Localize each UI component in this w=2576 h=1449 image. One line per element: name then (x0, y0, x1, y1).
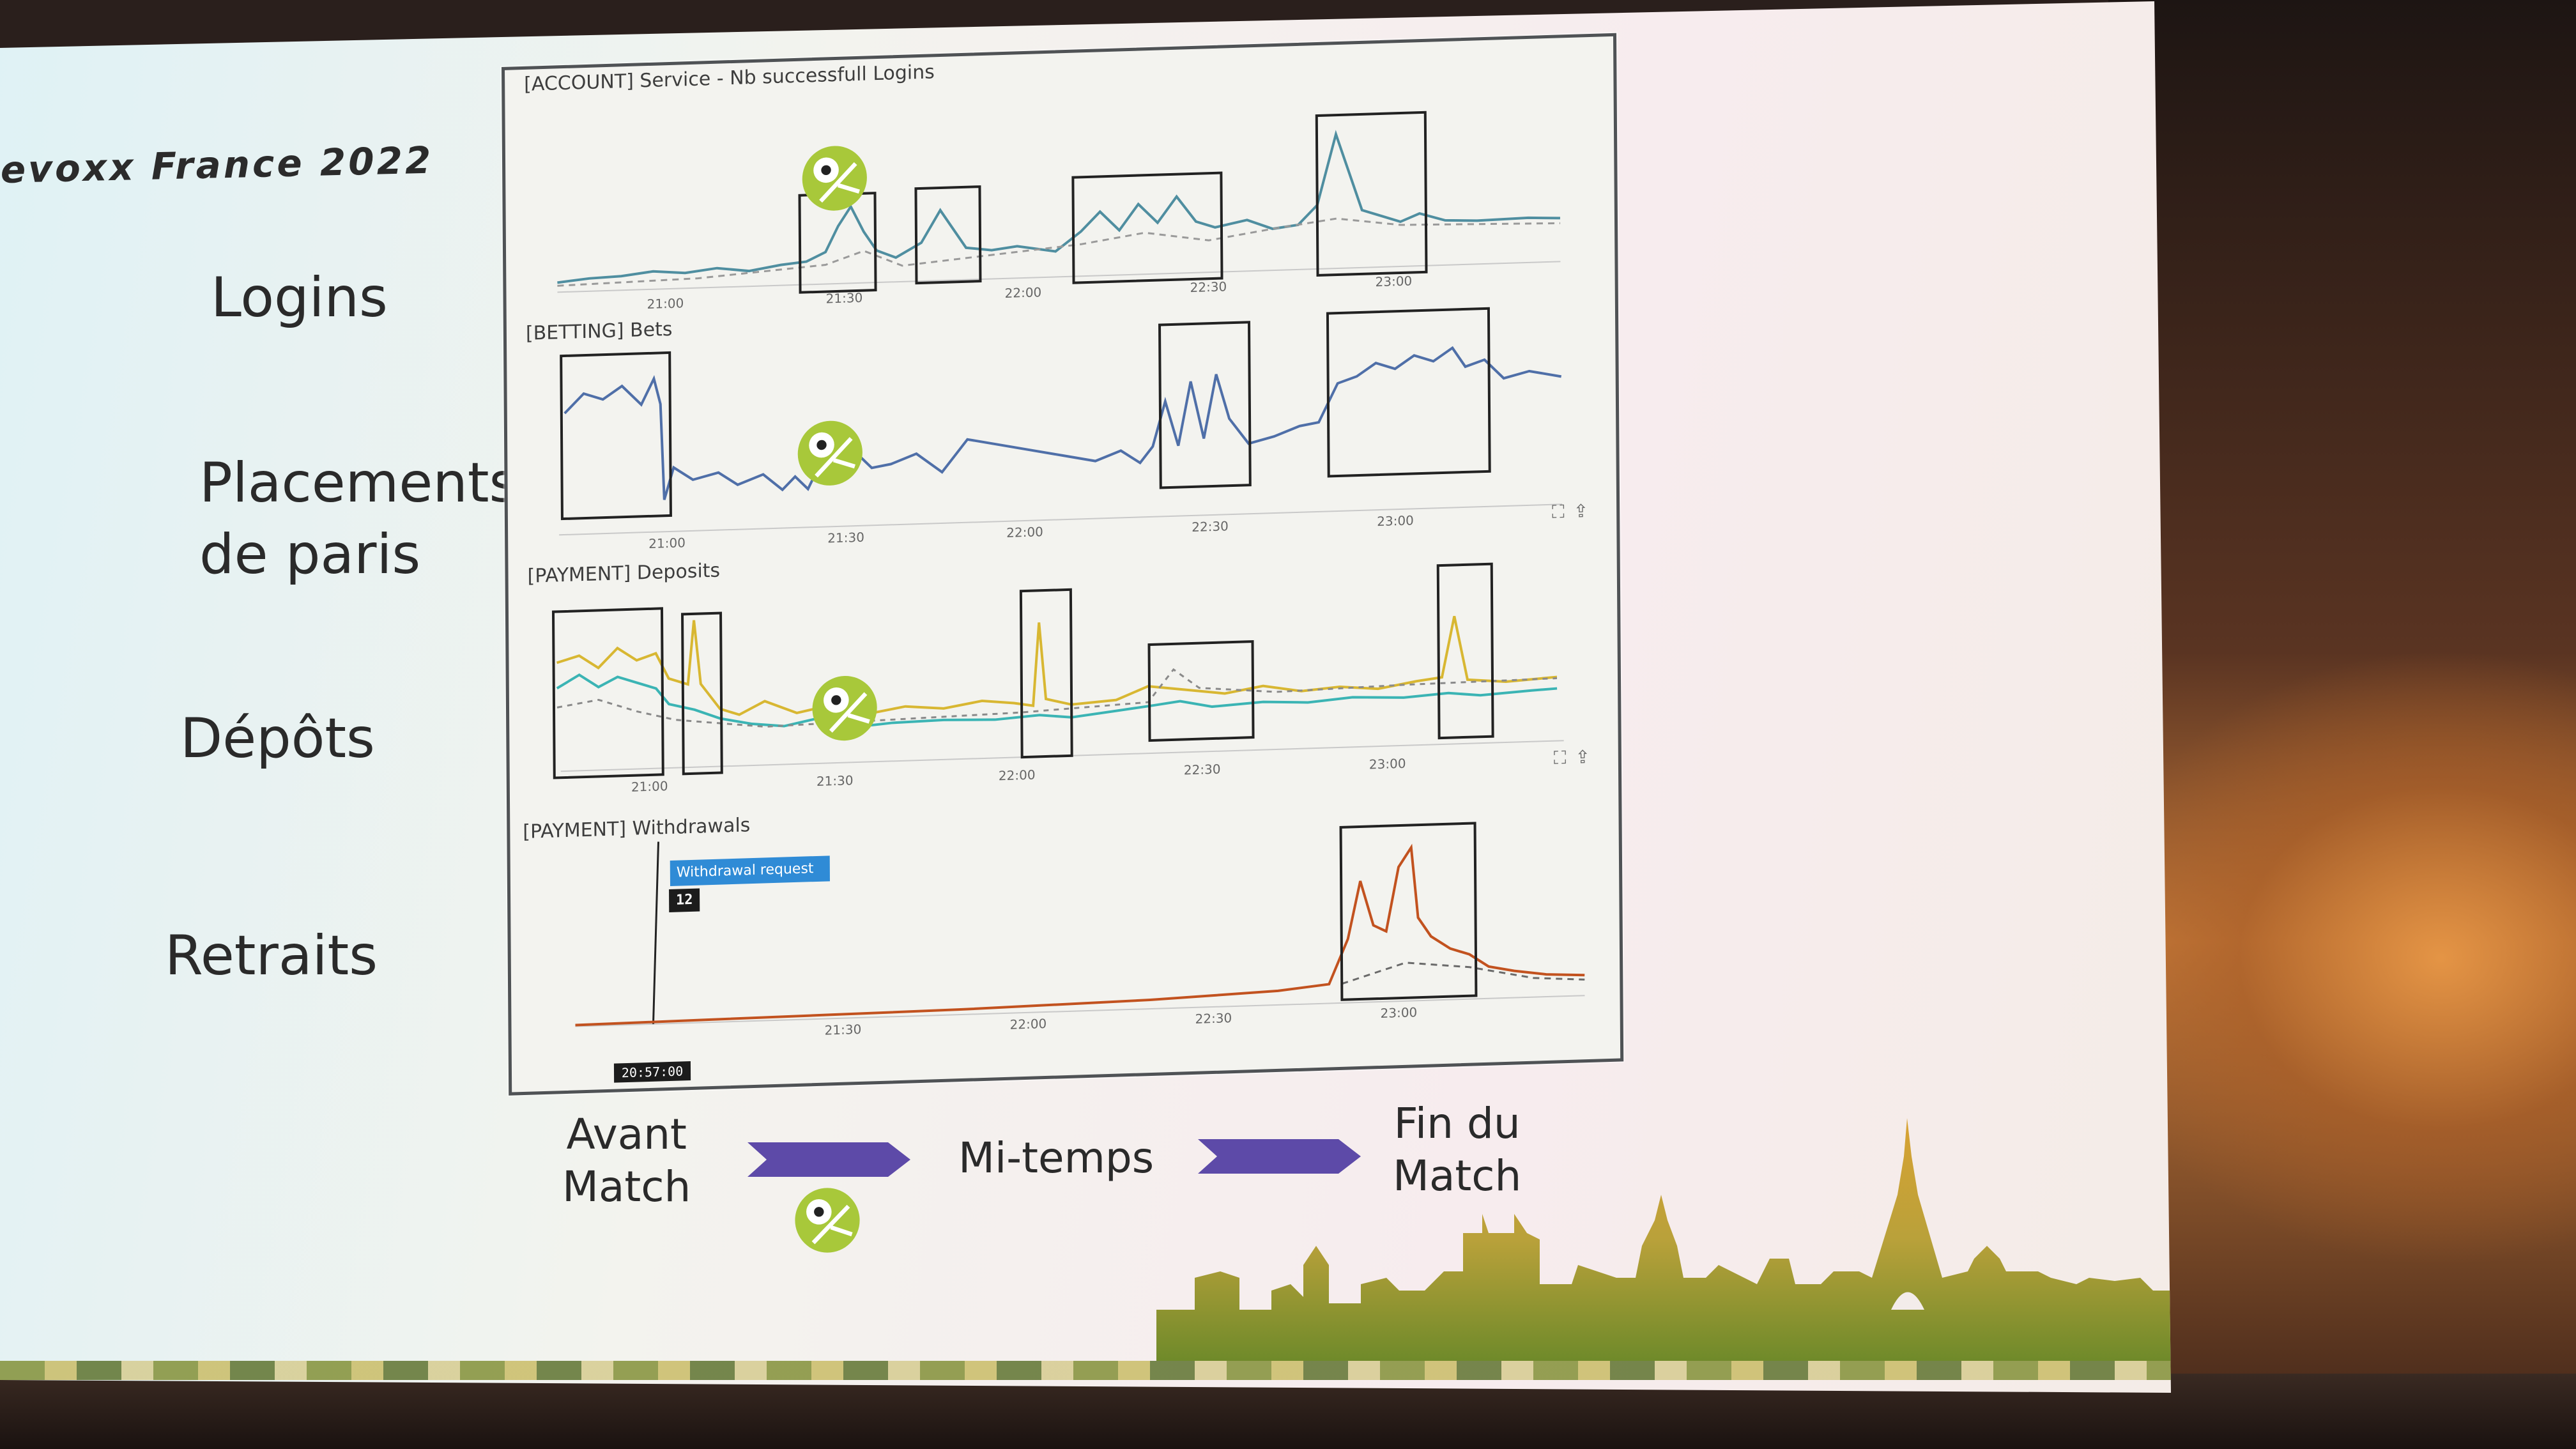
chart-bets: [BETTING] Bets 21:00 21:30 22:00 22:30 2… (507, 286, 1617, 562)
tick: 21:30 (826, 290, 863, 307)
tick: 23:00 (1376, 273, 1413, 289)
ticks-bets: 21:00 21:30 22:00 22:30 23:00 (648, 512, 1414, 551)
chart-logins-plot: 21:00 21:30 22:00 22:30 23:00 (557, 111, 1561, 312)
tick: 21:30 (825, 1022, 862, 1038)
arrow-icon (1198, 1139, 1361, 1174)
soccer-ball-icon (795, 1188, 860, 1253)
tick: 21:30 (816, 772, 854, 789)
label-deposits: Dépôts (180, 707, 375, 770)
share-icon[interactable]: ⇪ (1575, 746, 1599, 768)
tick: 22:30 (1184, 762, 1221, 778)
tick: 21:00 (648, 535, 686, 551)
tick: 22:00 (1005, 284, 1042, 301)
soccer-ball-icon (802, 146, 867, 211)
annotation-time-badge: 20:57:00 (613, 1061, 691, 1083)
arrow-icon (747, 1142, 910, 1177)
tick: 22:00 (999, 767, 1036, 784)
tick: 22:00 (1006, 524, 1043, 540)
tick: 23:00 (1381, 1004, 1418, 1021)
chart-logins: [ACCOUNT] Service - Nb successfull Login… (505, 36, 1615, 326)
tick: 21:00 (647, 295, 684, 312)
annotation-marker-line (652, 841, 660, 1024)
tick: 21:30 (827, 530, 864, 546)
tick: 22:00 (1010, 1016, 1047, 1032)
chart-bets-plot: 21:00 21:30 22:00 22:30 23:00 (559, 307, 1563, 551)
tick: 21:00 (631, 778, 668, 795)
label-bets: Placements de paris (199, 451, 518, 586)
annotation-count-badge: 12 (669, 888, 700, 913)
conference-title: evoxx France 2022 (0, 138, 434, 192)
chart-withdrawals: [PAYMENT] Withdrawals 21:30 22:00 22:30 … (510, 784, 1620, 1092)
ticks-logins: 21:00 21:30 22:00 22:30 23:00 (647, 273, 1413, 312)
soccer-ball-icon (812, 676, 877, 741)
dashboard-panel: [ACCOUNT] Service - Nb successfull Login… (502, 33, 1624, 1096)
label-withdrawals: Retraits (165, 924, 378, 988)
tick: 23:00 (1369, 756, 1406, 772)
phase-half-time: Mi-temps (958, 1133, 1154, 1183)
fullscreen-icon[interactable]: ⛶ (1553, 746, 1575, 769)
room-background (2108, 0, 2576, 1449)
share-icon[interactable]: ⇪ (1573, 500, 1598, 522)
soccer-ball-icon (797, 420, 862, 486)
paris-skyline-decoration (1156, 1118, 2171, 1361)
chart-deposits-plot: 21:00 21:30 22:00 22:30 23:00 (551, 562, 1564, 795)
fullscreen-icon[interactable]: ⛶ (1551, 500, 1574, 523)
tick: 22:30 (1192, 518, 1229, 535)
phase-before-match: Avant Match (562, 1110, 691, 1211)
panel-actions-deposits: ⛶⇪ (1554, 746, 1599, 769)
projection-screen: evoxx France 2022 Logins Placements de p… (0, 1, 2171, 1393)
phase-end-match: Fin du Match (1393, 1099, 1522, 1200)
chart-deposits: [PAYMENT] Deposits 21:00 21:30 22:00 22:… (508, 528, 1618, 818)
ticks-withdrawals: 21:30 22:00 22:30 23:00 (825, 1004, 1418, 1038)
tick: 22:30 (1190, 279, 1227, 295)
tick: 23:00 (1377, 512, 1414, 529)
annotation-label[interactable]: Withdrawal request (670, 855, 830, 886)
decorative-ground-strip (0, 1361, 2171, 1380)
tick: 22:30 (1195, 1010, 1232, 1027)
chart-withdrawals-plot: 21:30 22:00 22:30 23:00 (575, 822, 1585, 1038)
label-logins: Logins (211, 266, 388, 330)
ticks-deposits: 21:00 21:30 22:00 22:30 23:00 (631, 756, 1406, 795)
panel-actions-bets: ⛶⇪ (1552, 500, 1597, 523)
